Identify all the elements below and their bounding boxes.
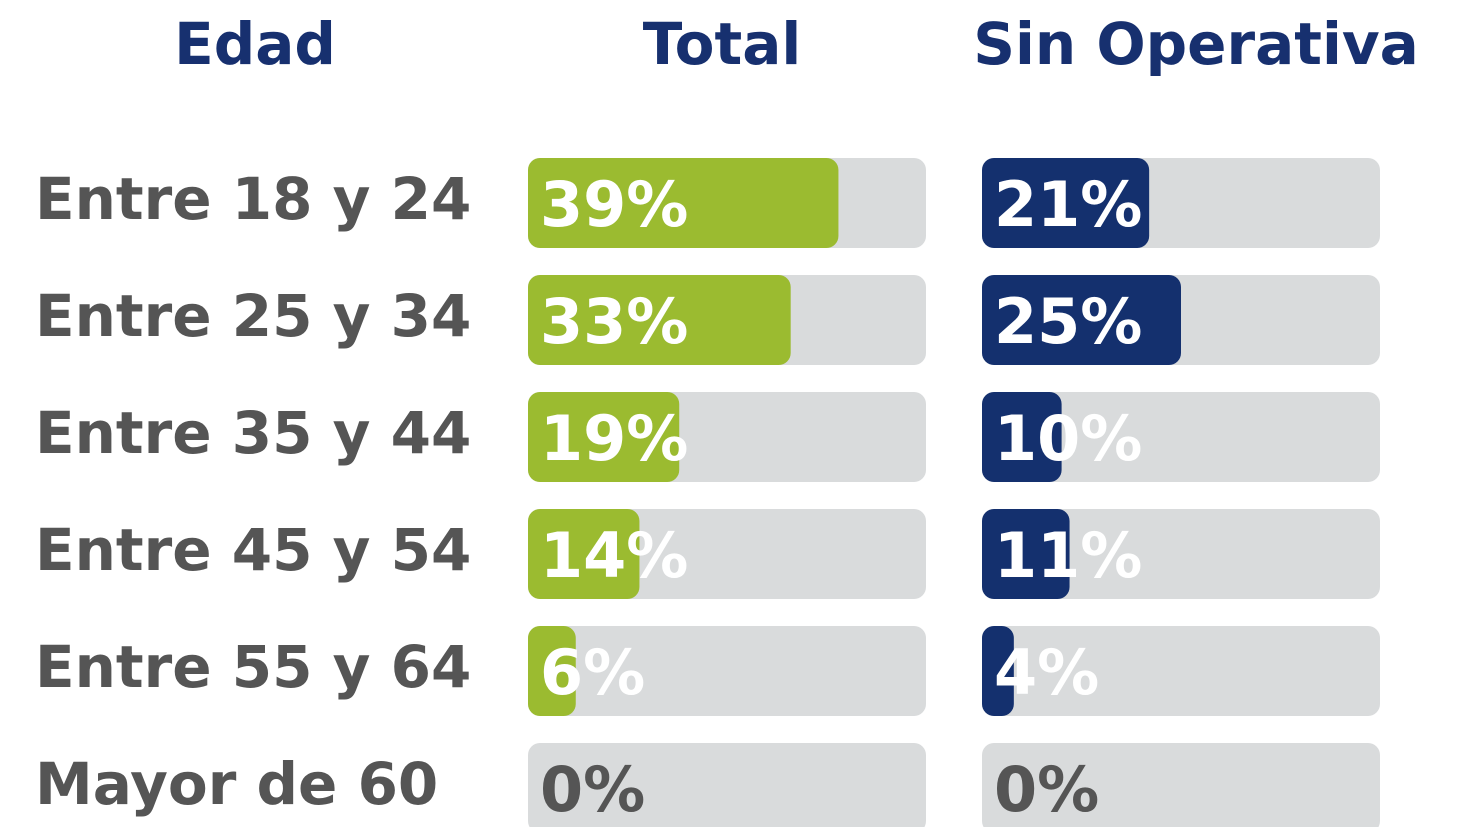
- bar: [982, 626, 1014, 716]
- column-header: Sin Operativa: [973, 10, 1419, 78]
- bar-track: [982, 509, 1380, 599]
- category-label: Entre 18 y 24: [35, 165, 471, 233]
- value-label: 19%: [540, 402, 688, 475]
- value-label: 25%: [994, 285, 1142, 358]
- bar: [982, 275, 1181, 365]
- bar: [528, 158, 839, 248]
- category-label: Entre 35 y 44: [35, 399, 471, 467]
- value-label: 0%: [540, 753, 645, 826]
- value-label: 33%: [540, 285, 688, 358]
- column-header: Edad: [174, 10, 336, 78]
- bar: [528, 626, 576, 716]
- bar-track: [528, 626, 926, 716]
- bar-track: [982, 626, 1380, 716]
- category-label: Entre 55 y 64: [35, 633, 471, 701]
- column-header: Total: [643, 10, 801, 78]
- category-label: Mayor de 60: [35, 750, 438, 818]
- value-label: 14%: [540, 519, 688, 592]
- bar: [982, 392, 1062, 482]
- bar: [982, 509, 1070, 599]
- value-label: 21%: [994, 168, 1142, 241]
- value-label: 10%: [994, 402, 1142, 475]
- value-label: 0%: [994, 753, 1099, 826]
- category-label: Entre 45 y 54: [35, 516, 471, 584]
- bar-track: [982, 743, 1380, 827]
- bar-track: [982, 392, 1380, 482]
- bar-track: [528, 743, 926, 827]
- bar: [528, 509, 640, 599]
- category-label: Entre 25 y 34: [35, 282, 471, 350]
- bar: [982, 158, 1150, 248]
- value-label: 6%: [540, 636, 645, 709]
- value-label: 11%: [994, 519, 1142, 592]
- bar: [528, 392, 680, 482]
- value-label: 4%: [994, 636, 1099, 709]
- bar: [528, 275, 791, 365]
- value-label: 39%: [540, 168, 688, 241]
